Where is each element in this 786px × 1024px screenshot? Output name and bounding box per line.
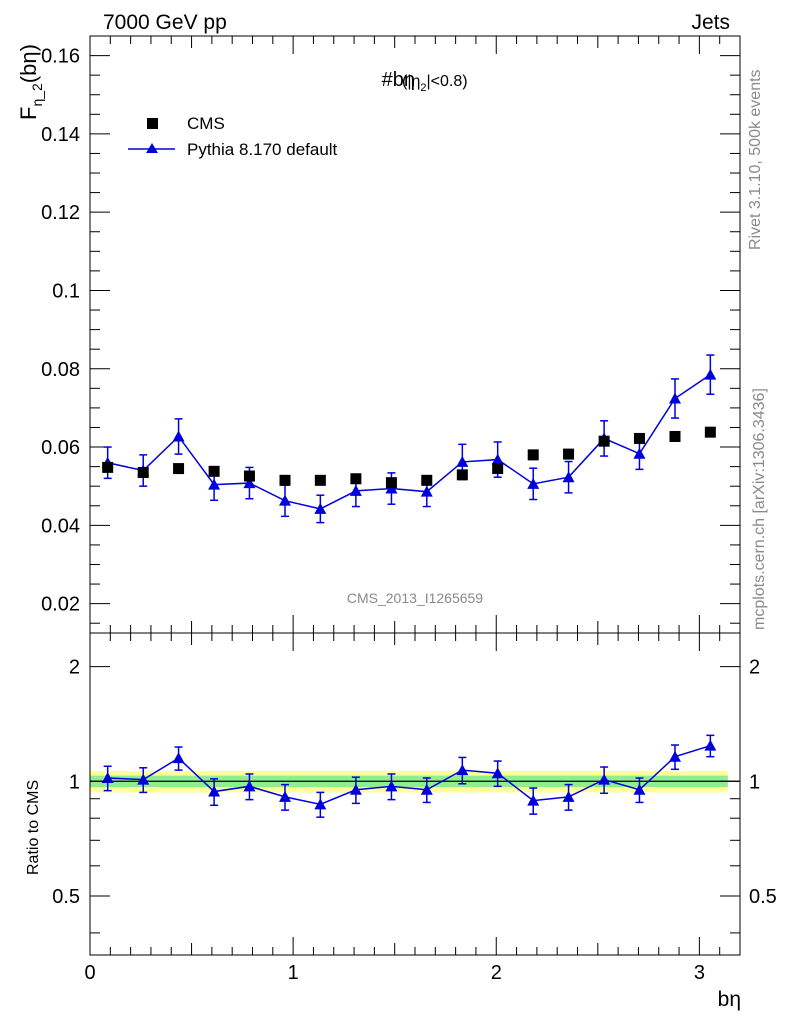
mc-point (420, 485, 433, 497)
ratio-point (314, 798, 327, 810)
mc-point (633, 447, 646, 459)
mc-series (101, 354, 717, 524)
data-point (314, 474, 326, 486)
data-point (704, 426, 716, 438)
data-point (456, 469, 468, 481)
mc-point (491, 453, 504, 465)
ratio-mc-line (107, 744, 711, 806)
ratio-y-tick-label: 0.5 (52, 886, 80, 908)
main-y-axis-label: Fη_2(bη) (16, 44, 45, 120)
mc-point (669, 392, 681, 404)
ratio-mc-series (101, 734, 717, 818)
x-tick-label: 1 (288, 962, 299, 984)
ratio-y-axis-label: Ratio to CMS (25, 780, 42, 875)
y-tick-label: 0.16 (41, 46, 80, 68)
x-tick-labels: 0 1 2 3 (84, 962, 705, 984)
data-point (350, 473, 362, 485)
ratio-axis-ticks (89, 633, 741, 955)
data-point (492, 463, 504, 475)
ratio-point (137, 773, 150, 785)
mc-point (562, 471, 575, 483)
x-tick-label: 0 (84, 962, 95, 984)
ratio-panel: 0.5 0.5 1 1 2 2 0 1 2 3 Ratio to CMS bη (25, 632, 777, 1011)
rivet-credit: Rivet 3.1.10, 500k events (747, 69, 764, 250)
ratio-y-tick-label-right: 2 (749, 657, 760, 679)
ratio-point (527, 794, 540, 806)
y-tick-label: 0.04 (41, 515, 80, 537)
data-point (243, 470, 255, 482)
ratio-point (172, 752, 185, 764)
y-tick-label: 0.08 (41, 359, 80, 381)
ratio-y-tick-label-right: 1 (749, 771, 760, 793)
data-point (669, 430, 681, 442)
ratio-point (704, 739, 717, 751)
mc-point (279, 494, 291, 506)
legend: CMS Pythia 8.170 default (128, 114, 338, 159)
ratio-point (243, 780, 256, 792)
ratio-point (208, 785, 221, 797)
mc-point (456, 455, 469, 467)
ratio-point (456, 764, 469, 776)
y-tick-label: 0.02 (41, 594, 80, 616)
data-point (563, 448, 575, 460)
data-point (527, 449, 539, 461)
ratio-point (562, 790, 575, 802)
category-label: Jets (691, 11, 730, 34)
x-tick-label: 3 (694, 962, 705, 984)
legend-data-label: CMS (187, 114, 225, 133)
data-point (421, 474, 433, 486)
mcplots-credit: mcplots.cern.ch [arXiv:1306.3436] (751, 388, 768, 630)
main-panel: 0.02 0.04 0.06 0.08 0.1 0.12 0.14 0.16 #bη (|η2… (16, 35, 741, 634)
ratio-point (349, 783, 362, 795)
data-point (598, 435, 610, 447)
legend-data-marker (147, 118, 158, 129)
data-point (137, 466, 149, 478)
ratio-point (669, 750, 681, 762)
collision-label: 7000 GeV pp (103, 11, 227, 34)
mc-point (243, 477, 256, 489)
ratio-point (385, 780, 398, 792)
ratio-y-tick-label-right: 0.5 (749, 886, 777, 908)
ratio-point (420, 783, 433, 795)
data-point (385, 477, 397, 489)
main-axis-ticks (89, 35, 741, 633)
ratio-point (279, 790, 291, 802)
data-point (173, 463, 185, 475)
ratio-point (101, 772, 114, 784)
data-point (208, 465, 220, 477)
mc-point (208, 478, 221, 490)
data-series (102, 426, 716, 489)
data-point (102, 461, 114, 473)
y-tick-label: 0.12 (41, 202, 80, 224)
y-tick-label: 0.06 (41, 437, 80, 459)
analysis-watermark: CMS_2013_I1265659 (347, 590, 483, 606)
mc-point (172, 430, 185, 442)
mc-line (107, 374, 711, 510)
mc-point (704, 368, 717, 380)
mc-point (527, 477, 540, 489)
legend-mc-label: Pythia 8.170 default (187, 140, 338, 159)
data-point (633, 432, 645, 444)
y-tick-label: 0.1 (52, 280, 80, 302)
ratio-y-tick-label: 2 (69, 657, 80, 679)
ratio-point (598, 773, 611, 785)
ratio-point (491, 767, 504, 779)
ratio-y-tick-label: 1 (69, 771, 80, 793)
mc-point (314, 502, 327, 514)
legend-mc-marker (146, 143, 158, 153)
data-point (279, 474, 291, 486)
panel-title-condition: (|η2|<0.8) (402, 73, 468, 94)
y-tick-label: 0.14 (41, 124, 80, 146)
ratio-point (633, 783, 646, 795)
mc-point (349, 484, 362, 496)
ratio-y-tick-labels: 0.5 0.5 1 1 2 2 (52, 657, 777, 908)
panel-title: #bη (382, 69, 415, 91)
x-tick-label: 2 (491, 962, 502, 984)
x-axis-label: bη (718, 988, 741, 1011)
main-y-tick-labels: 0.02 0.04 0.06 0.08 0.1 0.12 0.14 0.16 (41, 46, 80, 616)
